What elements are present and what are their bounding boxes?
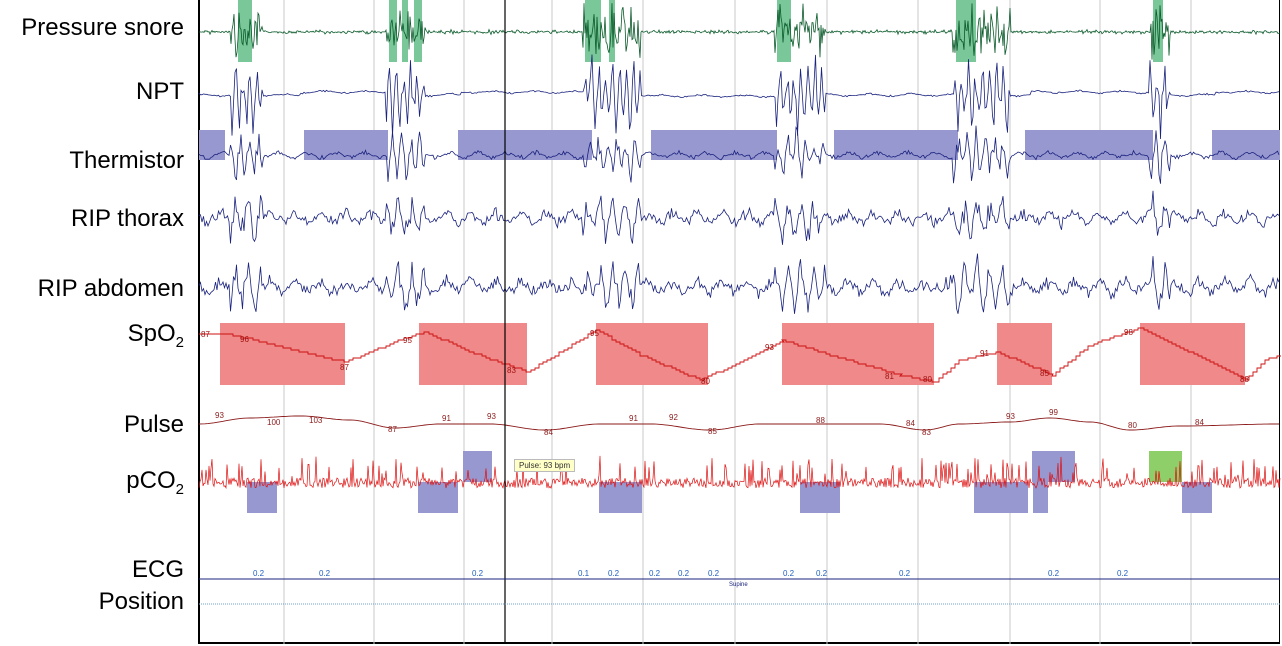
desaturation-event [997, 323, 1052, 385]
thermistor-event [834, 130, 958, 160]
pulse-value-label: 91 [442, 414, 451, 423]
pulse-value-label: 103 [309, 416, 323, 425]
spo2-value-label: 80 [923, 375, 932, 384]
spo2-value-label: 83 [1240, 375, 1249, 384]
desaturation-event [596, 323, 708, 385]
spo2-value-label: 98 [1124, 328, 1133, 337]
pulse-tooltip: Pulse: 93 bpm [514, 459, 576, 472]
spo2-value-label: 81 [885, 372, 894, 381]
rip-abdomen-trace [198, 253, 1280, 314]
pco2-event [418, 482, 458, 513]
channel-label-position: Position [98, 588, 184, 615]
thermistor-event [1212, 130, 1280, 160]
pulse-value-label: 85 [708, 427, 717, 436]
position-value: Supine [729, 582, 748, 588]
ecg-value-label: 0.1 [578, 569, 590, 578]
ecg-value-label: 0.2 [1048, 569, 1060, 578]
pco2-trace [198, 455, 1281, 490]
channel-label-ecg: ECG [131, 556, 184, 583]
spo2-value-label: 83 [507, 366, 516, 375]
pulse-value-label: 84 [906, 419, 915, 428]
pulse-value-label: 99 [1049, 408, 1058, 417]
thermistor-event [199, 130, 225, 160]
channel-label-thermistor: Thermistor [69, 147, 184, 174]
channel-label-rip-thorax: RIP thorax [71, 205, 184, 232]
snore-trace [198, 3, 1281, 60]
thermistor-event [1025, 130, 1153, 160]
pco2-event [247, 482, 277, 513]
spo2-value-label: 91 [980, 349, 989, 358]
pulse-value-label: 93 [487, 412, 496, 421]
ecg-value-label: 0.2 [253, 569, 265, 578]
ecg-value-label: 0.2 [472, 569, 484, 578]
ecg-value-label: 0.2 [649, 569, 661, 578]
pco2-event [800, 482, 840, 513]
ecg-value-label: 0.2 [319, 569, 331, 578]
pulse-value-label: 92 [669, 413, 678, 422]
npt-trace [198, 54, 1280, 140]
snore-event [609, 0, 615, 62]
pco2-event [463, 451, 492, 482]
channel-label-spo2: SpO2 [127, 320, 184, 351]
channel-label-npt: NPT [136, 78, 184, 105]
thermistor-event [304, 130, 388, 160]
signal-plot-area[interactable] [198, 0, 1280, 644]
rip-thorax-trace [198, 190, 1280, 245]
spo2-trace [199, 327, 1281, 383]
pulse-value-label: 93 [215, 411, 224, 420]
spo2-value-label: 93 [765, 343, 774, 352]
spo2-value-label: 95 [590, 329, 599, 338]
desaturation-event [220, 323, 345, 385]
spo2-value-label: 87 [340, 363, 349, 372]
ecg-value-label: 0.2 [608, 569, 620, 578]
pco2-event-green [1149, 451, 1182, 482]
desaturation-event [1140, 323, 1245, 385]
pulse-value-label: 88 [816, 416, 825, 425]
pco2-event [1182, 482, 1212, 513]
spo2-value-label: 80 [701, 377, 710, 386]
spo2-value-label: 95 [403, 336, 412, 345]
channel-label-pco2: pCO2 [126, 467, 184, 498]
pco2-event [1033, 482, 1048, 513]
pulse-value-label: 83 [922, 428, 931, 437]
pulse-trace [198, 415, 1279, 431]
thermistor-trace [198, 125, 1280, 184]
ecg-value-label: 0.2 [899, 569, 911, 578]
channel-label-rip-abdomen: RIP abdomen [37, 275, 184, 302]
desaturation-event [419, 323, 527, 385]
pulse-value-label: 100 [267, 418, 281, 427]
desaturation-event [782, 323, 934, 385]
spo2-value-label: 87 [201, 330, 210, 339]
pulse-value-label: 93 [1006, 412, 1015, 421]
thermistor-event [458, 130, 592, 160]
snore-event [956, 0, 976, 62]
pulse-value-label: 87 [388, 425, 397, 434]
channel-label-snore: Pressure snore [21, 14, 184, 41]
channel-label-pulse: Pulse [123, 411, 184, 438]
ecg-value-label: 0.2 [708, 569, 720, 578]
pco2-event [599, 482, 642, 513]
pulse-value-label: 91 [629, 414, 638, 423]
pulse-value-label: 84 [544, 428, 553, 437]
pulse-value-label: 84 [1195, 418, 1204, 427]
ecg-value-label: 0.2 [783, 569, 795, 578]
ecg-value-label: 0.2 [678, 569, 690, 578]
ecg-value-label: 0.2 [816, 569, 828, 578]
snore-event [402, 0, 408, 62]
pulse-value-label: 80 [1128, 421, 1137, 430]
spo2-value-label: 96 [240, 335, 249, 344]
spo2-value-label: 85 [1040, 369, 1049, 378]
ecg-value-label: 0.2 [1117, 569, 1129, 578]
